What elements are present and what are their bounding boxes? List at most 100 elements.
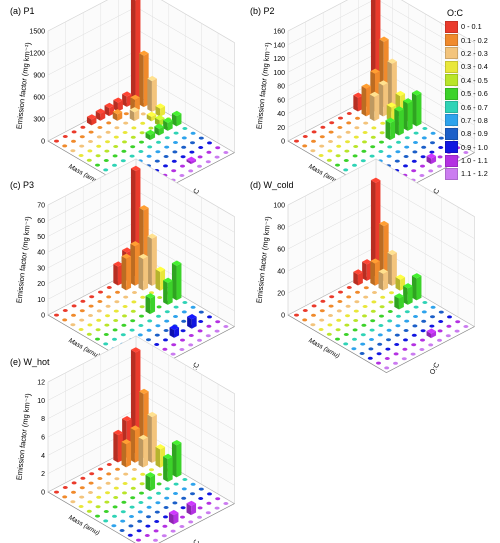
wall-gridline (47, 158, 137, 206)
floor-marker (402, 347, 408, 351)
floor-marker (146, 154, 152, 158)
floor-marker (71, 304, 77, 308)
floor-marker (188, 520, 194, 524)
floor-marker (131, 126, 137, 130)
floor-marker (207, 315, 212, 319)
bar-face (151, 78, 157, 112)
floor-marker (389, 291, 394, 295)
floor-marker (302, 318, 308, 322)
bar-top (411, 273, 422, 279)
bar-top (394, 106, 404, 112)
floor-marker (421, 319, 427, 323)
floor-marker (360, 333, 366, 337)
bar-top (379, 36, 389, 42)
floor-marker (337, 300, 343, 303)
bar-face (104, 105, 110, 117)
floor-marker (428, 169, 434, 173)
floor-marker (129, 515, 134, 518)
bar-3d (394, 293, 404, 310)
bar-top (187, 314, 197, 320)
legend-label: 0.5 - 0.6 (461, 89, 488, 99)
floor-marker (335, 328, 341, 332)
floor-marker (190, 131, 196, 135)
floor-marker (123, 472, 129, 476)
floor-marker (140, 472, 146, 476)
bar-3d (130, 0, 141, 103)
bar-3d (129, 107, 140, 122)
floor-marker (310, 323, 316, 327)
floor-marker (437, 338, 442, 342)
floor-marker (384, 366, 390, 370)
floor-marker (372, 291, 377, 294)
floor-marker (422, 127, 428, 130)
axis-line (47, 491, 136, 543)
wall-gridline (47, 409, 137, 456)
floor-marker (95, 328, 101, 332)
bar-face (386, 104, 392, 122)
wall-gridline (47, 354, 137, 401)
z-tick-label: 8 (41, 416, 45, 423)
floor-marker (318, 328, 324, 331)
floor-marker (302, 144, 308, 148)
floor-marker (446, 324, 452, 328)
floor-marker (79, 144, 85, 148)
floor-marker (154, 159, 160, 163)
floor-marker (353, 145, 359, 148)
floor-marker (189, 150, 195, 154)
floor-marker (103, 519, 109, 523)
floor-marker (353, 309, 359, 313)
floor-marker (113, 486, 119, 490)
floor-marker (311, 304, 317, 308)
floor-marker (88, 304, 94, 308)
bar-3d (426, 328, 437, 339)
bar-face (113, 432, 118, 463)
floor-marker (319, 144, 325, 148)
floor-marker (351, 347, 357, 351)
bar-top (147, 75, 157, 82)
z-tick-label: 0 (281, 313, 285, 320)
floor-marker (71, 313, 76, 317)
floor-marker (105, 314, 110, 318)
floor-marker (129, 505, 135, 509)
floor-marker (137, 510, 143, 514)
z-tick-label: 120 (273, 56, 285, 63)
floor-marker (345, 140, 350, 144)
floor-marker (294, 139, 299, 143)
bar-face (143, 437, 149, 468)
floor-marker (156, 482, 162, 486)
floor-marker (78, 154, 84, 157)
bar-3d (378, 80, 389, 117)
floor-marker (130, 309, 136, 313)
floor-marker (104, 500, 110, 504)
bar-face (95, 111, 101, 121)
bar-top (163, 117, 173, 123)
z-axis-label: Emission factor (mg km⁻¹) (14, 215, 32, 303)
bar-top (186, 156, 197, 162)
floor-marker (122, 314, 127, 318)
bar-3d (121, 439, 132, 468)
floor-marker (403, 155, 409, 158)
z-tick-label: 300 (33, 117, 45, 124)
wall-gridline (287, 53, 377, 100)
floor-marker (394, 159, 400, 163)
floor-marker (156, 314, 161, 318)
legend-item: 0.7 - 0.8 (445, 114, 497, 127)
floor-marker (132, 291, 137, 294)
floor-marker (320, 125, 326, 129)
bar-3d (145, 472, 156, 492)
floor-marker (95, 505, 101, 509)
floor-marker (207, 141, 212, 145)
bar-face (155, 446, 161, 468)
wall-gridline (47, 390, 137, 438)
floor-marker (139, 305, 145, 309)
floor-marker (223, 325, 229, 328)
floor-marker (380, 121, 386, 125)
bar-face (191, 503, 197, 516)
bar-3d (163, 117, 173, 131)
floor-marker (130, 145, 136, 149)
floor-marker (302, 309, 308, 312)
panel-title: (c) P3 (10, 180, 34, 190)
floor-marker (112, 154, 118, 158)
bar-face (369, 94, 375, 122)
floor-marker (78, 505, 84, 508)
